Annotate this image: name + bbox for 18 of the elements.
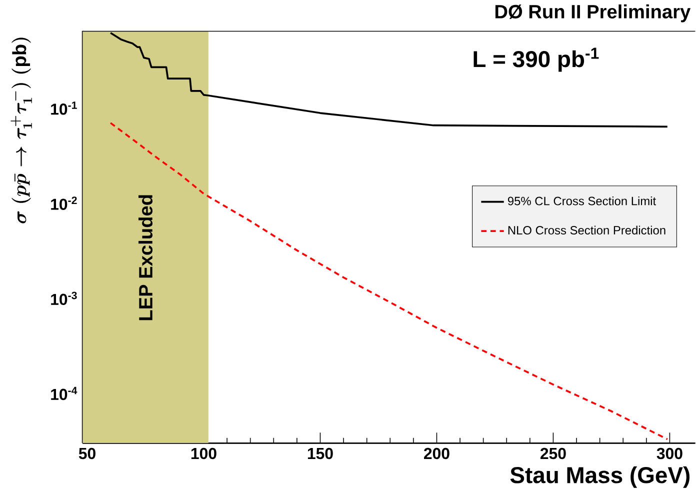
x-tick-label: 200 <box>424 448 450 459</box>
band-label: LEP Excluded <box>138 195 153 320</box>
legend-label: NLO Cross Section Prediction <box>508 225 666 234</box>
y-axis-title: $\sigma\ (p\bar{p}\rightarrow\tau_1^+\tau_1^-)\ \mathrm{(pb)}$ <box>10 37 32 224</box>
chart-title: DØ Run II Preliminary <box>495 4 691 22</box>
x-axis-title: Stau Mass (GeV) <box>510 466 690 488</box>
x-tick-label: 150 <box>308 448 333 459</box>
x-tick-label: 50 <box>78 448 96 459</box>
x-tick-label: 250 <box>540 448 566 459</box>
x-tick-label: 100 <box>191 448 216 459</box>
y-tick-label: 10$^{-1}$ <box>51 101 77 115</box>
line-series <box>110 122 668 440</box>
y-tick-label: 10$^{-4}$ <box>51 386 78 400</box>
y-tick-label: 10$^{-3}$ <box>51 291 77 305</box>
annotation: L = 390 pb$^{-1}$ <box>474 48 599 72</box>
x-tick-label: 300 <box>656 448 682 459</box>
legend-label: 95% CL Cross Section Limit <box>508 196 656 206</box>
y-tick-label: 10$^{-2}$ <box>51 196 77 210</box>
